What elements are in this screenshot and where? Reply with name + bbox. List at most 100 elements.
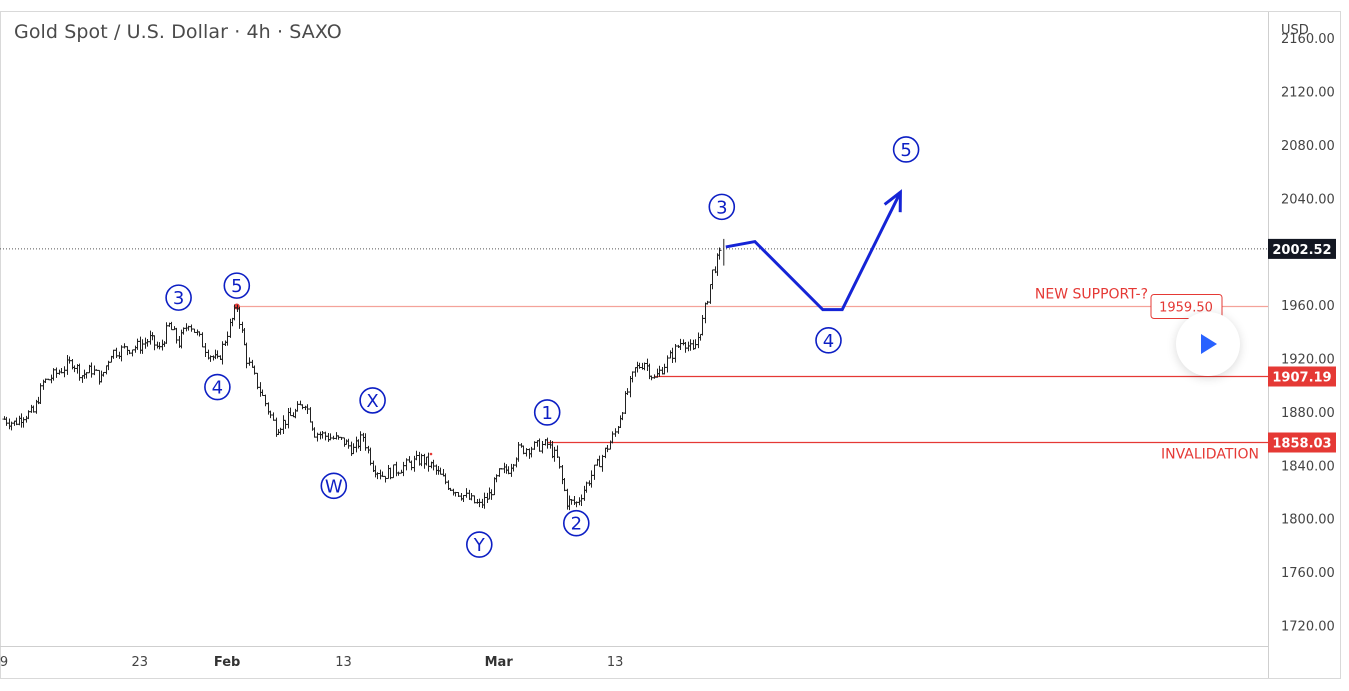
wave-label-3: 3 [165,284,192,311]
currency-label: USD [1281,23,1309,38]
candles-layer [2,238,725,511]
ohlc-bar [215,350,220,359]
ohlc-bar [111,349,116,359]
ohlc-bar [162,341,167,347]
ohlc-bar [97,369,102,385]
level-1907-price-text: 1907.19 [1272,371,1331,386]
ohlc-bar [344,439,349,445]
ohlc-bar [678,338,683,351]
ohlc-bar [320,431,325,439]
ohlc-bar [351,443,356,455]
chart-title: Gold Spot / U.S. Dollar · 4h · SAXO [14,21,342,43]
marker-dot [429,452,433,456]
ohlc-bar [67,356,72,364]
price-tick-label: 2120.00 [1281,86,1335,101]
wave-label-text: W [325,476,343,497]
ohlc-bar [426,452,431,472]
ohlc-bar [434,464,439,475]
wave-label-3: 3 [708,193,736,221]
invalidation-label: INVALIDATION [1161,447,1259,463]
ohlc-bar [203,343,208,357]
ohlc-bar [623,391,628,415]
wave-circle [533,399,561,426]
ohlc-bar [331,435,336,440]
price-tick-label: 1880.00 [1281,406,1335,421]
wave-label-X: X [359,387,386,414]
ohlc-bar [230,317,235,327]
ohlc-bar [312,427,317,438]
ohlc-bar [467,489,472,500]
ohlc-bar [29,404,34,413]
ohlc-bar [247,357,252,366]
wave-circle [892,136,920,163]
support-price-text: 1959.50 [1159,301,1213,316]
ohlc-bar [681,339,686,346]
ohlc-bar [266,402,271,415]
ohlc-bar [24,415,29,423]
ohlc-bar [688,339,693,351]
wave-circle [562,509,590,537]
ohlc-bar [630,371,635,383]
ohlc-bar [237,306,242,329]
ohlc-bar [130,349,135,357]
wave-label-text: 3 [716,197,727,218]
wave-circle [359,387,386,414]
ohlc-bar [62,366,67,378]
ohlc-bar [263,394,268,407]
ohlc-bar [174,327,179,344]
ohlc-bar [195,329,200,336]
ohlc-bar [140,339,145,354]
chart-border [0,11,1341,679]
ohlc-bar [703,302,708,324]
wave-label-text: 5 [900,140,911,161]
wave-label-text: Y [473,535,486,556]
levels-layer: 1959.50 NEW SUPPORT-? 1907.19 1858.03 INVALI… [0,238,1336,463]
ohlc-bar [286,407,291,429]
ohlc-bar [295,401,300,412]
wave-label-4: 4 [815,327,842,354]
ohlc-bar [717,247,722,260]
grid-layer [0,11,1341,679]
ohlc-bar [278,427,283,435]
wave-circle [204,373,231,401]
wave-label-text: 4 [212,378,223,399]
time-tick-label: Mar [485,655,514,670]
invalidation-price-text: 1858.03 [1272,437,1331,452]
ohlc-bar [647,363,652,380]
last-price-text: 2002.52 [1272,243,1331,258]
ohlc-bar [683,341,688,353]
wave-label-text: X [366,391,378,412]
play-button[interactable] [1176,312,1240,376]
ohlc-bar [597,455,602,468]
ohlc-bar [668,350,673,359]
axis-layer: USD 2160.002120.002080.002040.001960.001… [0,23,1335,670]
projection-layer [725,189,902,312]
ohlc-bar [244,342,249,369]
wave-circle [465,531,493,558]
time-tick-label: 23 [132,655,149,670]
wave-label-text: 1 [541,403,552,424]
ohlc-bar [657,365,662,377]
wave-labels-layer: 3 5 4 W X Y 1 2 3 4 5 [165,136,920,558]
price-tick-label: 1800.00 [1281,513,1335,528]
ohlc-bar [326,432,331,442]
ohlc-bar [386,465,391,479]
ohlc-bar [698,333,703,341]
ohlc-bar [308,407,313,423]
wave-label-W: W [320,472,348,500]
ohlc-bar [41,379,46,390]
price-tick-label: 2160.00 [1281,32,1335,47]
ohlc-bar [298,400,303,406]
wave-circle [320,472,348,500]
ohlc-bar [535,440,540,447]
wave-circle [223,272,251,299]
ohlc-bar [242,328,247,346]
wave-circle [708,193,736,221]
ohlc-bar [65,355,70,375]
ohlc-bar [592,464,597,480]
ohlc-bar [715,253,720,276]
ohlc-bar [662,363,667,375]
ohlc-bar [7,418,12,430]
ohlc-bar [356,439,361,449]
